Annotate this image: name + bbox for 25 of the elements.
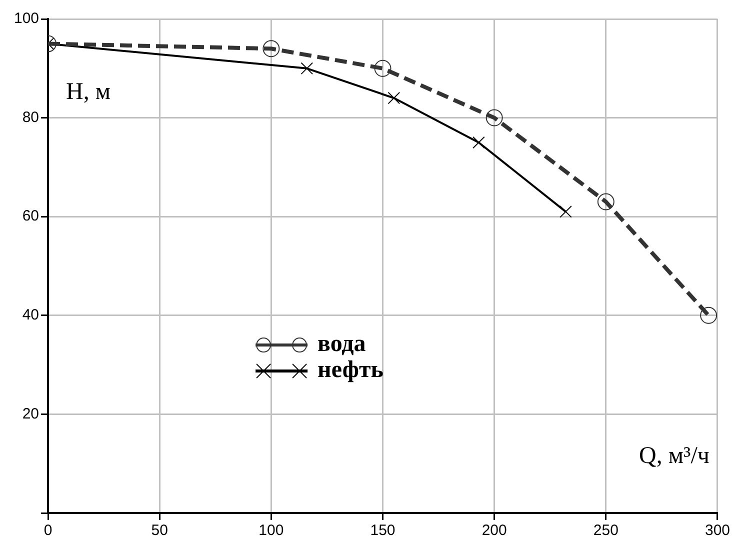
y-tick-label: 80 xyxy=(22,108,40,126)
point xyxy=(262,40,280,58)
point xyxy=(700,306,718,324)
y-tick-label: 100 xyxy=(14,10,40,28)
point xyxy=(560,206,572,218)
point xyxy=(472,136,485,149)
y-tick-label: 40 xyxy=(22,306,40,324)
y-tick-label: 60 xyxy=(22,208,40,225)
x-tick-label: 0 xyxy=(44,522,52,540)
x-tick-label: 300 xyxy=(704,522,730,540)
x-axis-title: Q, м³/ч xyxy=(639,443,710,469)
x-tick-label: 200 xyxy=(482,522,507,540)
x-tick-label: 100 xyxy=(258,522,284,540)
x-tick-label: 150 xyxy=(370,522,396,540)
y-tick-label: 20 xyxy=(22,405,40,422)
point xyxy=(374,60,392,77)
point xyxy=(597,193,614,210)
y-axis-title: H, м xyxy=(66,79,111,105)
x-tick-label: 50 xyxy=(151,522,168,540)
legend-label: вода xyxy=(318,331,366,358)
point xyxy=(486,109,503,126)
point xyxy=(388,92,400,104)
x-tick-label: 250 xyxy=(593,522,618,540)
point xyxy=(300,62,314,75)
legend-label: нефть xyxy=(318,357,384,384)
